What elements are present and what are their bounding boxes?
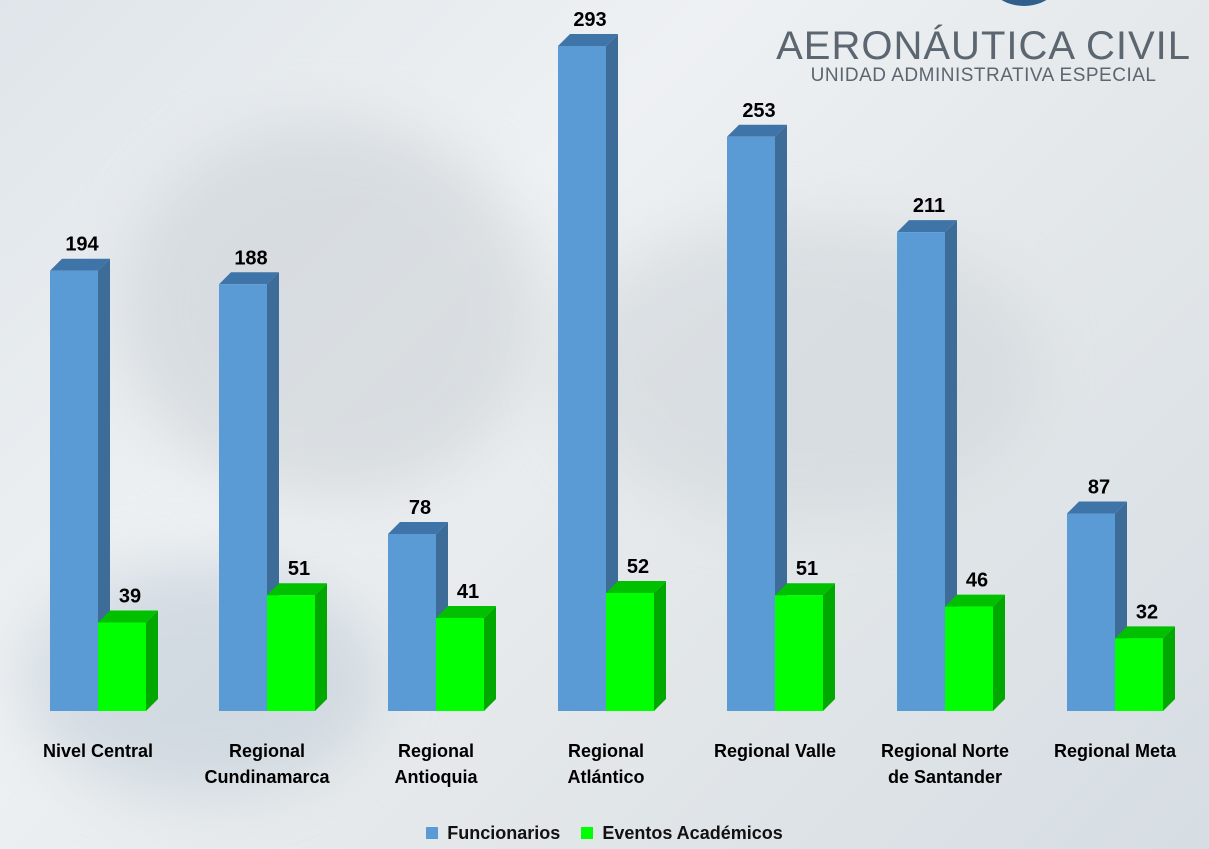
bar-side-eventos-4 — [823, 583, 835, 711]
data-label-funcionarios-4: 253 — [742, 100, 775, 122]
bar-top-funcionarios-4 — [727, 124, 787, 137]
category-label-6-0: Regional Meta — [1054, 741, 1177, 761]
bar-eventos-6 — [1115, 638, 1163, 711]
bar-side-funcionarios-4 — [775, 124, 787, 712]
category-label-5-0: Regional Norte — [881, 741, 1009, 761]
bar-top-funcionarios-5 — [897, 220, 957, 233]
brand-subtitle: UNIDAD ADMINISTRATIVA ESPECIAL — [810, 65, 1157, 86]
legend-item-eventos: Eventos Académicos — [581, 823, 783, 844]
category-label-1-1: Cundinamarca — [204, 767, 330, 787]
bar-top-funcionarios-0 — [50, 258, 110, 271]
category-label-2-0: Regional — [398, 741, 474, 761]
bar-side-funcionarios-3 — [606, 34, 618, 711]
data-label-eventos-1: 51 — [288, 558, 310, 580]
category-label-4-0: Regional Valle — [714, 741, 836, 761]
bar-top-eventos-0 — [98, 610, 158, 623]
data-label-funcionarios-2: 78 — [409, 497, 431, 519]
bar-funcionarios-1 — [219, 284, 267, 711]
brand-title: AERONÁUTICA CIVIL — [776, 24, 1191, 68]
data-label-funcionarios-3: 293 — [573, 9, 606, 31]
bar-top-eventos-3 — [606, 580, 666, 593]
bar-side-funcionarios-5 — [945, 220, 957, 711]
bar-funcionarios-0 — [50, 270, 98, 711]
category-label-2-1: Antioquia — [395, 767, 479, 787]
bar-eventos-2 — [436, 617, 484, 711]
brand-logo: AERONÁUTICA CIVIL UNIDAD ADMINISTRATIVA … — [776, 26, 1191, 86]
bar-top-eventos-1 — [267, 583, 327, 596]
logo-emblem — [979, 0, 1069, 6]
data-label-eventos-5: 46 — [966, 570, 988, 592]
bar-eventos-4 — [775, 595, 823, 711]
legend-label-funcionarios: Funcionarios — [447, 823, 561, 843]
legend-swatch-eventos — [581, 827, 594, 839]
bar-funcionarios-4 — [727, 136, 775, 712]
bar-eventos-1 — [267, 595, 315, 711]
bar-top-funcionarios-6 — [1067, 501, 1127, 514]
background-blur-2 — [560, 220, 1040, 520]
data-label-eventos-4: 51 — [796, 558, 818, 580]
bar-top-eventos-5 — [945, 594, 1005, 607]
bar-top-funcionarios-1 — [219, 272, 279, 285]
category-label-5-1: de Santander — [888, 767, 1002, 787]
background-blur-1 — [120, 120, 540, 500]
bar-side-eventos-2 — [484, 605, 496, 711]
bar-side-funcionarios-0 — [98, 258, 110, 711]
bar-side-eventos-5 — [993, 594, 1005, 711]
data-label-funcionarios-0: 194 — [65, 234, 99, 256]
category-label-0-0: Nivel Central — [43, 741, 153, 761]
bar-eventos-5 — [945, 606, 993, 711]
data-label-funcionarios-5: 211 — [913, 195, 945, 217]
bar-top-eventos-4 — [775, 583, 835, 596]
bar-top-eventos-6 — [1115, 626, 1175, 639]
data-label-eventos-3: 52 — [627, 556, 649, 578]
legend-item-funcionarios: Funcionarios — [426, 823, 560, 844]
chart-legend: Funcionarios Eventos Académicos — [0, 823, 1209, 844]
data-label-funcionarios-6: 87 — [1088, 477, 1110, 499]
data-label-funcionarios-1: 188 — [234, 247, 267, 269]
category-label-3-0: Regional — [568, 741, 644, 761]
bar-funcionarios-3 — [558, 46, 606, 711]
bar-side-eventos-0 — [146, 610, 158, 711]
legend-swatch-funcionarios — [426, 827, 439, 839]
data-label-eventos-0: 39 — [119, 585, 141, 607]
bar-top-funcionarios-3 — [558, 34, 618, 46]
category-label-3-1: Atlántico — [567, 767, 644, 787]
bar-eventos-3 — [606, 592, 654, 711]
data-label-eventos-6: 32 — [1136, 601, 1158, 623]
legend-label-eventos: Eventos Académicos — [602, 823, 783, 843]
bar-funcionarios-6 — [1067, 513, 1115, 711]
bar-side-eventos-3 — [654, 580, 666, 711]
bar-funcionarios-2 — [388, 533, 436, 711]
bar-side-eventos-1 — [315, 583, 327, 711]
category-label-1-0: Regional — [229, 741, 305, 761]
bar-top-eventos-2 — [436, 605, 496, 618]
bar-top-funcionarios-2 — [388, 521, 448, 534]
bar-side-eventos-6 — [1163, 626, 1175, 711]
data-label-eventos-2: 41 — [457, 581, 479, 603]
bar-eventos-0 — [98, 622, 146, 711]
bar-funcionarios-5 — [897, 232, 945, 711]
